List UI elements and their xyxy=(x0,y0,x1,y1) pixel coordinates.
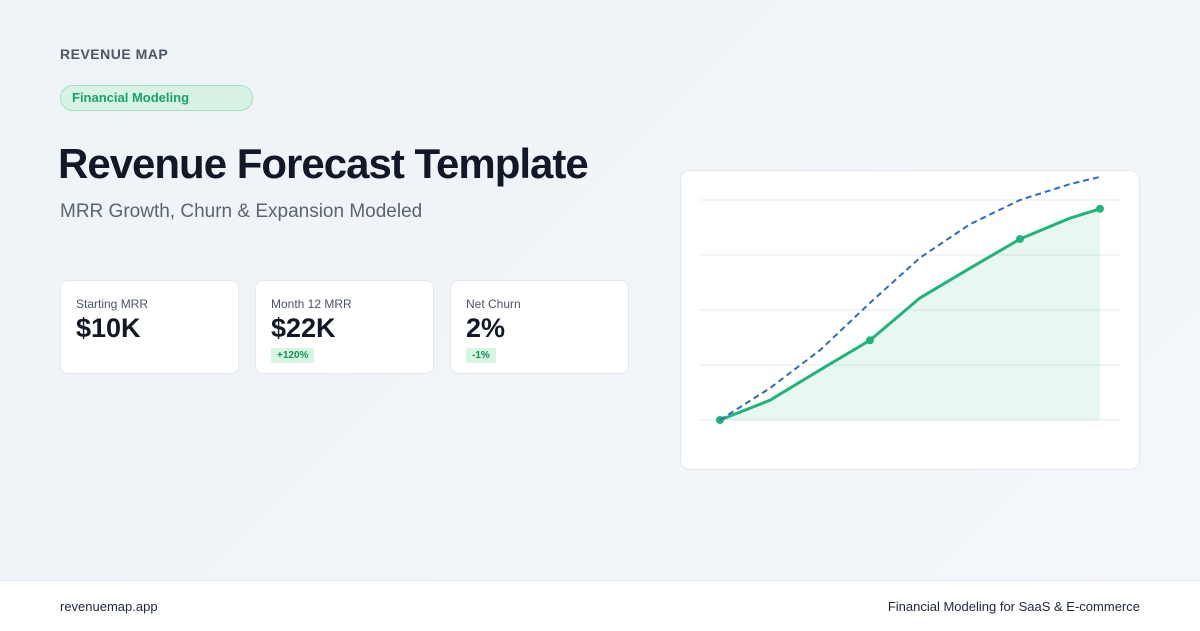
stat-card: Month 12 MRR $22K +120% xyxy=(255,280,434,374)
point xyxy=(866,336,874,345)
site-link: revenuemap.app xyxy=(60,599,158,614)
stat-label: Month 12 MRR xyxy=(271,297,352,311)
stat-label: Net Churn xyxy=(466,297,521,311)
point xyxy=(1096,204,1104,213)
title: Revenue Forecast Template xyxy=(58,140,589,187)
footer: revenuemap.app Financial Modeling for Sa… xyxy=(0,580,1200,631)
stat-change: +120% xyxy=(271,348,315,363)
stat-value: $10K xyxy=(76,313,141,343)
tagline: Financial Modeling for SaaS & E-commerce xyxy=(887,599,1140,614)
stat-value: $22K xyxy=(271,313,336,343)
line xyxy=(719,175,1101,421)
stat-change: -1% xyxy=(466,348,496,363)
stat-card: Net Churn 2% -1% xyxy=(450,280,629,374)
line xyxy=(719,207,1101,422)
brand: REVENUE MAP xyxy=(60,46,169,62)
chart-card xyxy=(680,170,1140,470)
stat-label: Starting MRR xyxy=(76,297,149,311)
subtitle: MRR Growth, Churn & Expansion Modeled xyxy=(60,201,423,222)
stat-card: Starting MRR $10K xyxy=(60,280,239,374)
chart xyxy=(700,175,1120,424)
stat-value: 2% xyxy=(466,313,506,343)
badge: Financial Modeling xyxy=(60,85,253,111)
point xyxy=(1016,235,1024,244)
area xyxy=(720,208,1100,420)
